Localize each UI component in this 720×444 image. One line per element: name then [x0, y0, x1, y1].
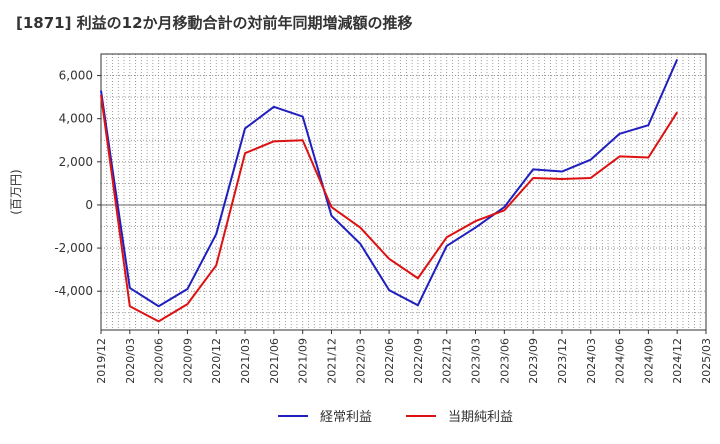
x-tick-label: 2022/03 — [354, 338, 367, 384]
series-line-net-income — [100, 94, 679, 323]
y-tick-label: 6,000 — [59, 69, 93, 83]
x-tick-label: 2024/03 — [585, 338, 598, 384]
y-tick-label: 2,000 — [59, 155, 93, 169]
x-tick-label: 2023/09 — [527, 338, 540, 384]
x-tick-label: 2021/09 — [297, 338, 310, 384]
x-tick-label: 2022/12 — [441, 338, 454, 384]
y-tick-label: -2,000 — [54, 241, 93, 255]
x-tick-label: 2020/03 — [124, 338, 137, 384]
x-tick-label: 2023/03 — [470, 338, 483, 384]
x-tick-label: 2024/12 — [671, 338, 684, 384]
series-line-ordinary-profit — [100, 58, 679, 308]
legend-label: 当期純利益 — [448, 410, 513, 425]
plot-border — [100, 53, 707, 331]
x-tick-label: 2024/09 — [642, 338, 655, 384]
chart-title: [1871] 利益の12か月移動合計の対前年同期増減額の推移 — [16, 14, 413, 32]
x-tick-label: 2021/12 — [325, 338, 338, 384]
x-tick-label: 2024/06 — [614, 338, 627, 384]
plot-area — [101, 54, 706, 330]
x-tick-label: 2022/09 — [412, 338, 425, 384]
x-tick-label: 2020/12 — [210, 338, 223, 384]
x-tick-label: 2025/03 — [700, 338, 713, 384]
x-tick-label: 2023/12 — [556, 338, 569, 384]
x-tick-label: 2023/06 — [498, 338, 511, 384]
x-tick-label: 2021/06 — [268, 338, 281, 384]
y-axis-label: (百万円) — [9, 169, 23, 214]
x-tick-label: 2022/06 — [383, 338, 396, 384]
x-tick-label: 2020/06 — [153, 338, 166, 384]
x-tick-label: 2019/12 — [95, 338, 108, 384]
x-tick-label: 2021/03 — [239, 338, 252, 384]
x-tick-label: 2020/09 — [181, 338, 194, 384]
y-tick-label: -4,000 — [54, 284, 93, 298]
y-tick-label: 4,000 — [59, 112, 93, 126]
legend-label: 経常利益 — [320, 410, 372, 425]
y-tick-label: 0 — [85, 198, 93, 212]
